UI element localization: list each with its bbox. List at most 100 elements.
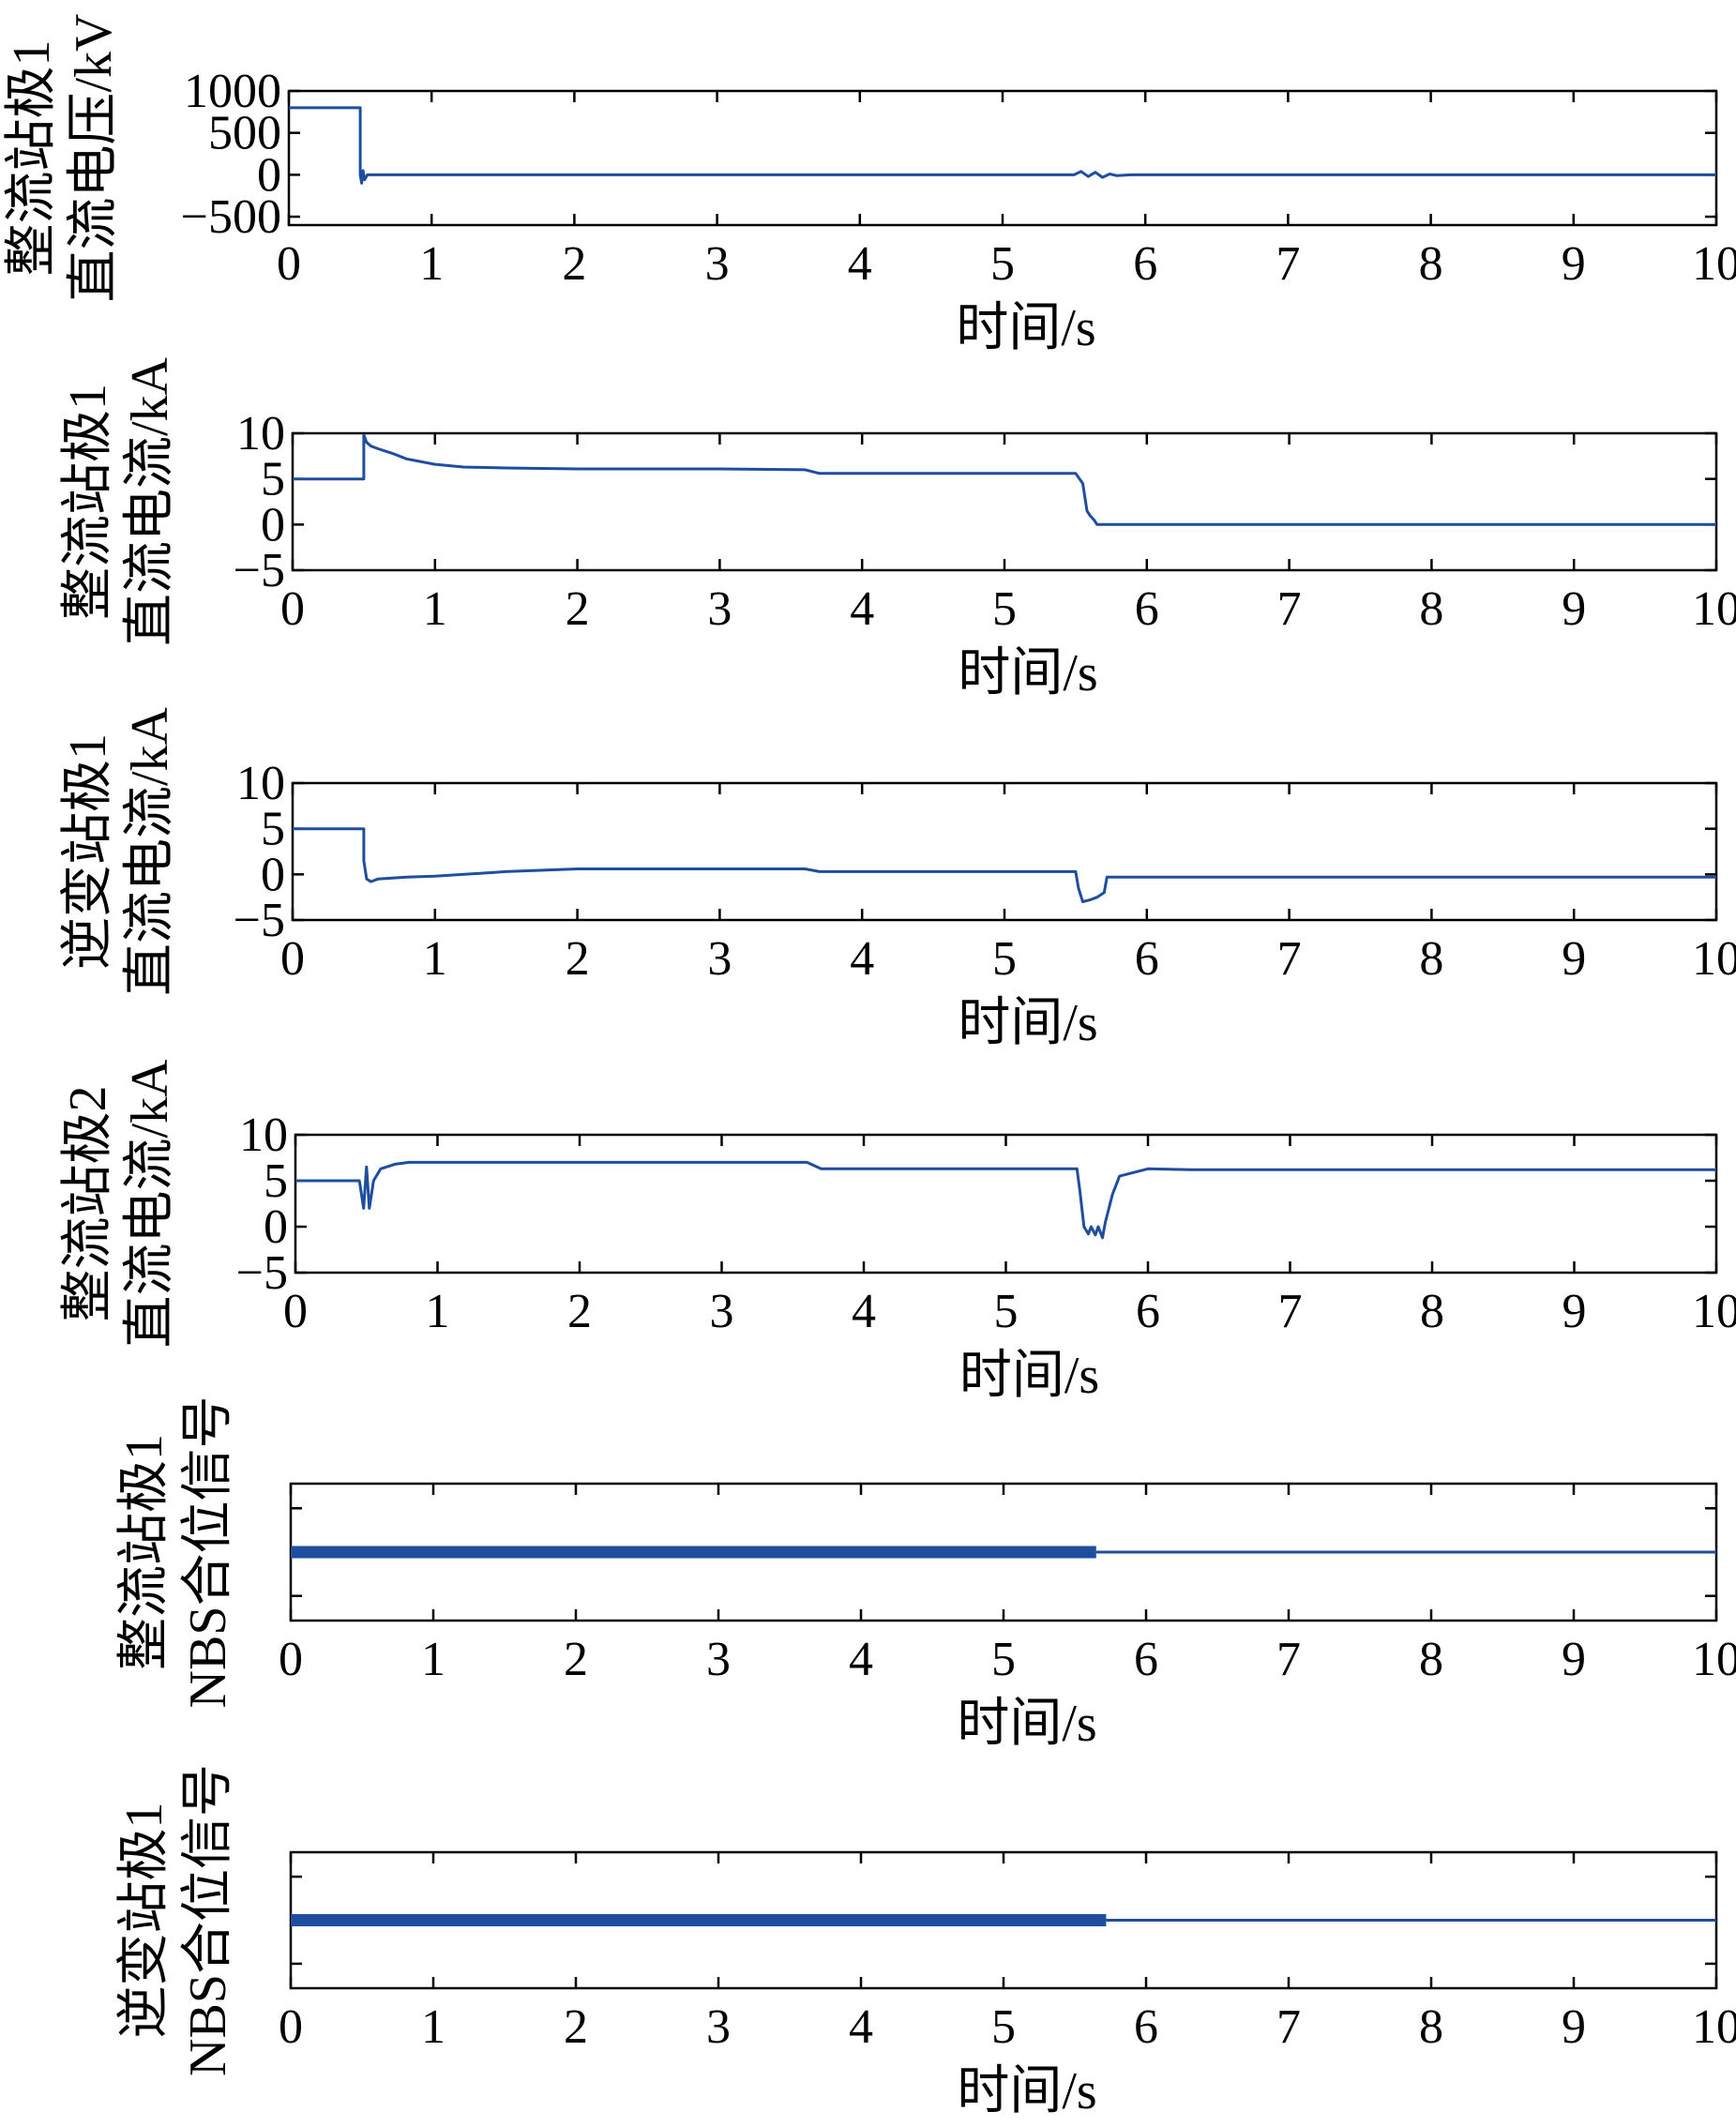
x-tick-label: 9: [1562, 1633, 1586, 1686]
x-tick-label: 3: [707, 582, 732, 636]
y-tick-label: 5: [261, 803, 285, 856]
series-line-1: [295, 1160, 1716, 1240]
x-tick-label: 2: [564, 1633, 588, 1686]
y-tick-label: −500: [181, 190, 281, 244]
y-tick-label: −5: [236, 1246, 288, 1300]
x-axis-label: 时间/s: [957, 1695, 1096, 1753]
x-tick-label: 0: [280, 932, 305, 986]
x-axis-label: 时间/s: [957, 2062, 1096, 2120]
x-tick-label: 4: [852, 1285, 876, 1338]
y-axis-label-line-1: 逆变站极1: [59, 733, 117, 970]
x-tick-label: 5: [990, 237, 1015, 291]
plot-frame: [291, 431, 1718, 572]
x-tick-label: 4: [849, 1633, 873, 1686]
x-tick-label: 7: [1277, 582, 1302, 636]
y-axis-label-line-1: 整流站极1: [3, 40, 61, 277]
x-tick-label: 0: [279, 1633, 303, 1686]
x-tick-label: 10: [1692, 237, 1736, 291]
x-tick-label: 10: [1692, 2000, 1736, 2054]
plot-frame: [294, 1133, 1718, 1275]
x-tick-label: 4: [848, 237, 872, 291]
y-tick-label: 1000: [184, 65, 281, 118]
series-line-1: [293, 433, 1716, 526]
x-tick-label: 3: [705, 237, 730, 291]
x-tick-label: 6: [1134, 1633, 1158, 1686]
x-tick-label: 9: [1562, 1285, 1587, 1338]
x-tick-label: 7: [1276, 2000, 1301, 2054]
x-axis-label: 时间/s: [958, 994, 1097, 1052]
x-tick-label: 6: [1136, 1285, 1160, 1338]
y-tick-label: 10: [236, 757, 285, 810]
x-tick-label: 8: [1419, 2000, 1443, 2054]
x-tick-label: 8: [1419, 932, 1443, 986]
x-tick-label: 2: [566, 932, 590, 986]
x-axis-label: 时间/s: [958, 644, 1097, 702]
x-tick-label: 3: [707, 932, 732, 986]
x-tick-label: 0: [283, 1285, 308, 1338]
x-tick-label: 7: [1276, 237, 1300, 291]
x-tick-label: 9: [1562, 582, 1586, 636]
x-tick-label: 8: [1419, 237, 1443, 291]
y-tick-label: 0: [261, 498, 285, 551]
y-axis-label-line-2: 直流电流/kA: [121, 706, 179, 996]
y-axis-label-line-2: 直流电流/kA: [121, 1059, 179, 1349]
subplot-5: 0 1 2 3 4 5 6 7 8 9 10 时间/s 整流站极1 NBS合位信号: [115, 1396, 1736, 1753]
y-axis-label-line-2: NBS合位信号: [179, 1764, 237, 2076]
x-tick-label: 5: [994, 1285, 1019, 1338]
x-tick-label: 7: [1278, 1285, 1303, 1338]
x-tick-label: 1: [421, 2000, 445, 2054]
x-tick-label: 2: [564, 2000, 588, 2054]
x-tick-label: 8: [1420, 1285, 1444, 1338]
x-tick-label: 9: [1562, 237, 1586, 291]
x-tick-label: 5: [991, 2000, 1016, 2054]
x-tick-label: 5: [992, 932, 1017, 986]
y-tick-label: 0: [264, 1200, 288, 1254]
y-tick-label: −5: [234, 894, 285, 947]
x-tick-label: 2: [567, 1285, 592, 1338]
plot-frame: [291, 781, 1718, 922]
x-tick-label: 8: [1419, 582, 1443, 636]
y-tick-label: 10: [236, 407, 285, 460]
y-axis-label-line-2: NBS合位信号: [179, 1396, 237, 1709]
x-tick-label: 5: [992, 582, 1017, 636]
x-tick-label: 6: [1135, 932, 1159, 986]
y-axis-label-line-1: 整流站极1: [59, 384, 117, 620]
y-tick-label: −5: [234, 544, 285, 597]
x-tick-label: 1: [423, 582, 447, 636]
x-tick-label: 10: [1692, 582, 1736, 636]
x-tick-label: 6: [1134, 2000, 1158, 2054]
x-tick-label: 1: [419, 237, 444, 291]
x-tick-label: 2: [562, 237, 586, 291]
x-tick-label: 3: [706, 1633, 731, 1686]
x-tick-label: 0: [280, 582, 305, 636]
y-tick-label: 0: [257, 148, 281, 202]
x-tick-label: 8: [1419, 1633, 1443, 1686]
x-tick-label: 4: [849, 2000, 873, 2054]
x-tick-label: 0: [277, 237, 301, 291]
x-tick-label: 9: [1562, 932, 1586, 986]
x-tick-label: 10: [1692, 1633, 1736, 1686]
y-axis-label-line-1: 整流站极2: [59, 1086, 117, 1322]
y-axis-label-line-2: 直流电流/kA: [121, 356, 179, 646]
y-tick-label: 5: [264, 1154, 288, 1208]
series-line-1: [289, 106, 1716, 185]
x-axis-label: 时间/s: [956, 299, 1095, 357]
x-tick-label: 5: [991, 1633, 1016, 1686]
x-tick-label: 3: [710, 1285, 734, 1338]
x-tick-label: 1: [426, 1285, 450, 1338]
x-tick-label: 2: [566, 582, 590, 636]
x-tick-label: 6: [1135, 582, 1159, 636]
x-tick-label: 9: [1562, 2000, 1586, 2054]
subplot-6: 0 1 2 3 4 5 6 7 8 9 10 时间/s 逆变站极1 NBS合位信号: [115, 1764, 1736, 2120]
x-tick-label: 7: [1277, 932, 1302, 986]
x-tick-label: 1: [423, 932, 447, 986]
y-tick-label: 500: [208, 107, 281, 160]
y-tick-label: 5: [261, 453, 285, 506]
x-tick-label: 10: [1692, 1285, 1736, 1338]
x-tick-label: 4: [850, 932, 874, 986]
